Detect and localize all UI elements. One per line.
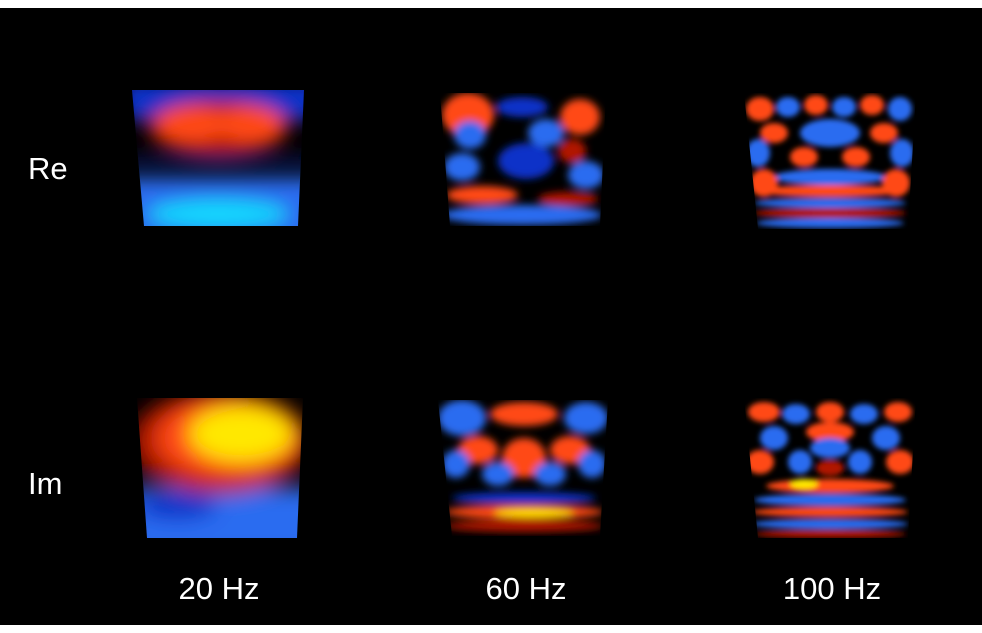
panel-im-20hz	[137, 398, 303, 538]
panel-field	[442, 93, 604, 225]
row-label-im: Im	[28, 466, 63, 501]
panel-im-60hz	[438, 400, 608, 536]
panel-im-100hz	[744, 398, 916, 538]
column-label-100hz: 100 Hz	[782, 571, 882, 606]
panel-field	[746, 402, 914, 538]
figure-canvas: Re Im 20 Hz 60 Hz 100 Hz	[0, 8, 982, 625]
panel-re-20hz	[132, 90, 304, 226]
row-label-re: Re	[28, 151, 68, 186]
panel-field	[132, 90, 304, 226]
column-label-20hz: 20 Hz	[178, 571, 260, 606]
panel-field	[137, 398, 303, 538]
panel-re-60hz	[440, 93, 606, 226]
panel-field	[438, 400, 608, 532]
panel-field	[746, 95, 914, 228]
column-label-60hz: 60 Hz	[485, 571, 567, 606]
panel-re-100hz	[744, 93, 916, 229]
